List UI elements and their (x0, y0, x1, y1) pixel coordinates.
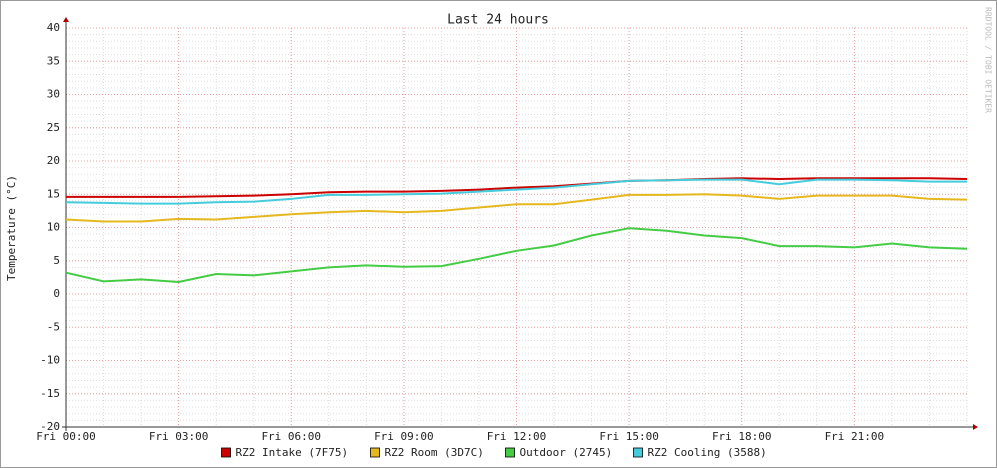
series-line (65, 178, 967, 205)
legend-swatch (370, 447, 380, 458)
series-line (66, 177, 968, 198)
legend-label: RZ2 Room (3D7C) (385, 446, 484, 459)
y-tick-label: -20 (40, 420, 60, 433)
x-tick-label: Fri 15:00 (599, 430, 659, 443)
y-axis-label: Temperature (°C) (5, 175, 18, 281)
y-tick-label: 5 (53, 254, 60, 267)
x-tick-label: Fri 09:00 (374, 430, 434, 443)
x-tick-label: Fri 03:00 (149, 430, 209, 443)
y-tick-label: -10 (40, 354, 60, 367)
legend-swatch (505, 447, 515, 458)
legend-label: RZ2 Intake (7F75) (236, 446, 349, 459)
y-tick-label: 20 (47, 154, 60, 167)
y-tick-label: -15 (40, 387, 60, 400)
chart-title: Last 24 hours (447, 13, 549, 28)
y-tick-label: 25 (47, 121, 60, 134)
legend-label: RZ2 Cooling (3588) (648, 446, 767, 459)
legend-swatch (221, 447, 231, 458)
y-tick-label: 10 (47, 221, 60, 234)
y-tick-label: 15 (47, 187, 60, 200)
x-tick-label: Fri 18:00 (712, 430, 772, 443)
x-tick-label: Fri 06:00 (261, 430, 321, 443)
series-line (65, 193, 968, 223)
watermark: RRDTOOL / TOBI OETIKER (984, 7, 993, 113)
y-tick-label: 0 (53, 287, 60, 300)
x-tick-label: Fri 12:00 (487, 430, 547, 443)
y-tick-label: 40 (47, 21, 60, 34)
x-tick-label: Fri 21:00 (825, 430, 885, 443)
y-tick-label: -5 (47, 320, 60, 333)
arrow (63, 17, 69, 22)
legend-label: Outdoor (2745) (520, 446, 613, 459)
y-tick-label: 35 (47, 54, 60, 67)
x-tick-label: Fri 00:00 (36, 430, 96, 443)
legend-swatch (633, 447, 643, 458)
series-line (65, 227, 968, 284)
y-tick-label: 30 (47, 88, 60, 101)
arrow (973, 424, 978, 430)
